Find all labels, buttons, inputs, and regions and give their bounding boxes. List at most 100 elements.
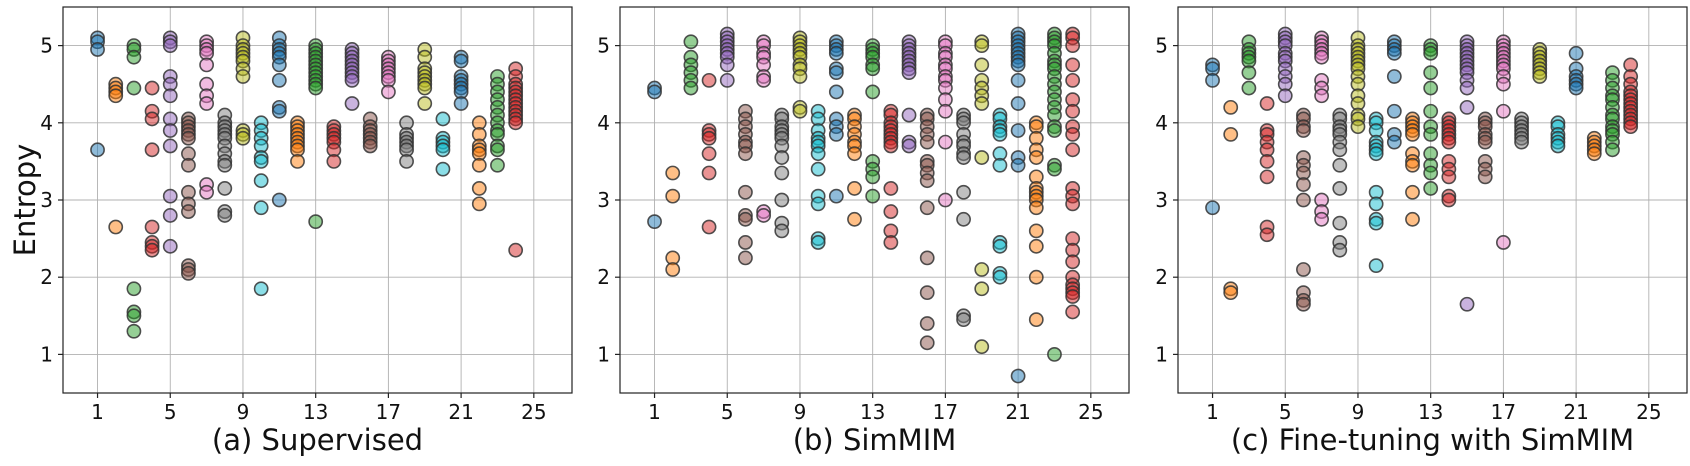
- data-point: [1241, 65, 1257, 81]
- series-23: [1605, 65, 1620, 158]
- y-tick-label: 3: [1155, 188, 1168, 212]
- data-point: [1259, 153, 1275, 169]
- series-15: [901, 34, 917, 154]
- series-4: [1259, 96, 1275, 243]
- data-point: [1314, 211, 1330, 227]
- series-18: [1514, 111, 1529, 150]
- data-point: [1477, 169, 1493, 185]
- data-point: [1459, 99, 1475, 115]
- x-tick-label: 25: [521, 400, 546, 424]
- series-7: [1314, 30, 1330, 227]
- y-tick-label: 2: [1155, 265, 1168, 289]
- data-point: [1423, 126, 1439, 142]
- data-point: [701, 146, 717, 162]
- data-point: [828, 45, 844, 61]
- data-point: [1028, 238, 1044, 254]
- data-point: [508, 242, 524, 258]
- data-point: [1028, 200, 1044, 216]
- data-point: [108, 88, 124, 104]
- data-point: [435, 142, 451, 158]
- data-point: [162, 123, 178, 138]
- data-point: [1405, 126, 1420, 142]
- series-4: [701, 72, 717, 235]
- data-point: [1496, 235, 1511, 250]
- data-point: [1028, 223, 1044, 239]
- series-11: [271, 30, 287, 208]
- data-point: [126, 281, 142, 297]
- data-point: [719, 72, 735, 88]
- data-point: [308, 214, 324, 230]
- data-point: [1223, 126, 1239, 142]
- series-21: [1010, 26, 1026, 384]
- data-point: [253, 173, 269, 189]
- x-tick-label: 9: [1352, 400, 1365, 424]
- data-point: [126, 80, 142, 96]
- data-point: [90, 142, 105, 158]
- data-point: [435, 111, 451, 127]
- data-point: [919, 134, 935, 150]
- data-point: [235, 130, 251, 146]
- y-tick-label: 3: [597, 188, 610, 212]
- data-point: [1047, 161, 1062, 177]
- data-point: [1259, 169, 1275, 185]
- data-point: [1386, 69, 1402, 84]
- series-9: [235, 30, 251, 146]
- data-point: [1368, 215, 1384, 231]
- x-tick-label: 13: [860, 400, 885, 424]
- data-point: [1423, 181, 1439, 196]
- x-tick-label: 5: [721, 400, 734, 424]
- data-point: [883, 204, 899, 219]
- data-point: [217, 157, 233, 173]
- series-14: [1441, 111, 1457, 208]
- data-point: [144, 242, 160, 258]
- series-22: [1586, 130, 1602, 162]
- data-point: [792, 103, 808, 119]
- panel-title: (b) SimMIM: [793, 423, 957, 457]
- data-point: [490, 142, 505, 158]
- data-point: [1028, 150, 1044, 165]
- data-point: [417, 96, 433, 111]
- data-point: [956, 184, 971, 200]
- data-point: [828, 188, 844, 204]
- data-point: [1277, 88, 1293, 104]
- data-point: [865, 84, 881, 100]
- data-point: [738, 235, 753, 250]
- data-point: [1386, 134, 1402, 150]
- series-19: [1532, 42, 1548, 84]
- data-point: [865, 188, 881, 204]
- series-21: [1568, 45, 1584, 96]
- x-tick-label: 21: [1005, 400, 1030, 424]
- x-tick-label: 17: [933, 400, 958, 424]
- data-point: [1047, 123, 1062, 138]
- data-point: [1568, 45, 1584, 61]
- series-20: [1550, 115, 1566, 154]
- y-tick-label: 4: [597, 111, 610, 135]
- series-1: [90, 30, 105, 158]
- data-point: [308, 80, 324, 96]
- data-point: [738, 250, 753, 266]
- x-tick-label: 17: [1491, 400, 1516, 424]
- data-point: [1010, 57, 1026, 73]
- data-point: [1623, 119, 1639, 135]
- x-tick-label: 1: [91, 400, 104, 424]
- series-24: [1065, 26, 1081, 320]
- data-point: [1314, 88, 1330, 104]
- data-point: [181, 130, 196, 146]
- data-point: [508, 115, 524, 131]
- x-tick-label: 1: [1206, 400, 1219, 424]
- data-point: [1423, 103, 1439, 119]
- data-point: [1010, 157, 1026, 173]
- data-point: [901, 65, 917, 81]
- series-3: [1241, 34, 1257, 96]
- data-point: [471, 157, 487, 173]
- data-point: [901, 138, 917, 154]
- series-6: [1296, 107, 1311, 312]
- chart-panel-2: 1 5 9 13 17 21 25 1 2 3 4 5 (b) SimMIM: [597, 6, 1130, 457]
- data-point: [253, 200, 269, 216]
- data-point: [974, 38, 990, 53]
- data-point: [974, 281, 990, 297]
- data-point: [217, 208, 233, 223]
- data-point: [738, 146, 753, 162]
- y-tick-label: 1: [597, 342, 610, 366]
- data-point: [162, 38, 178, 53]
